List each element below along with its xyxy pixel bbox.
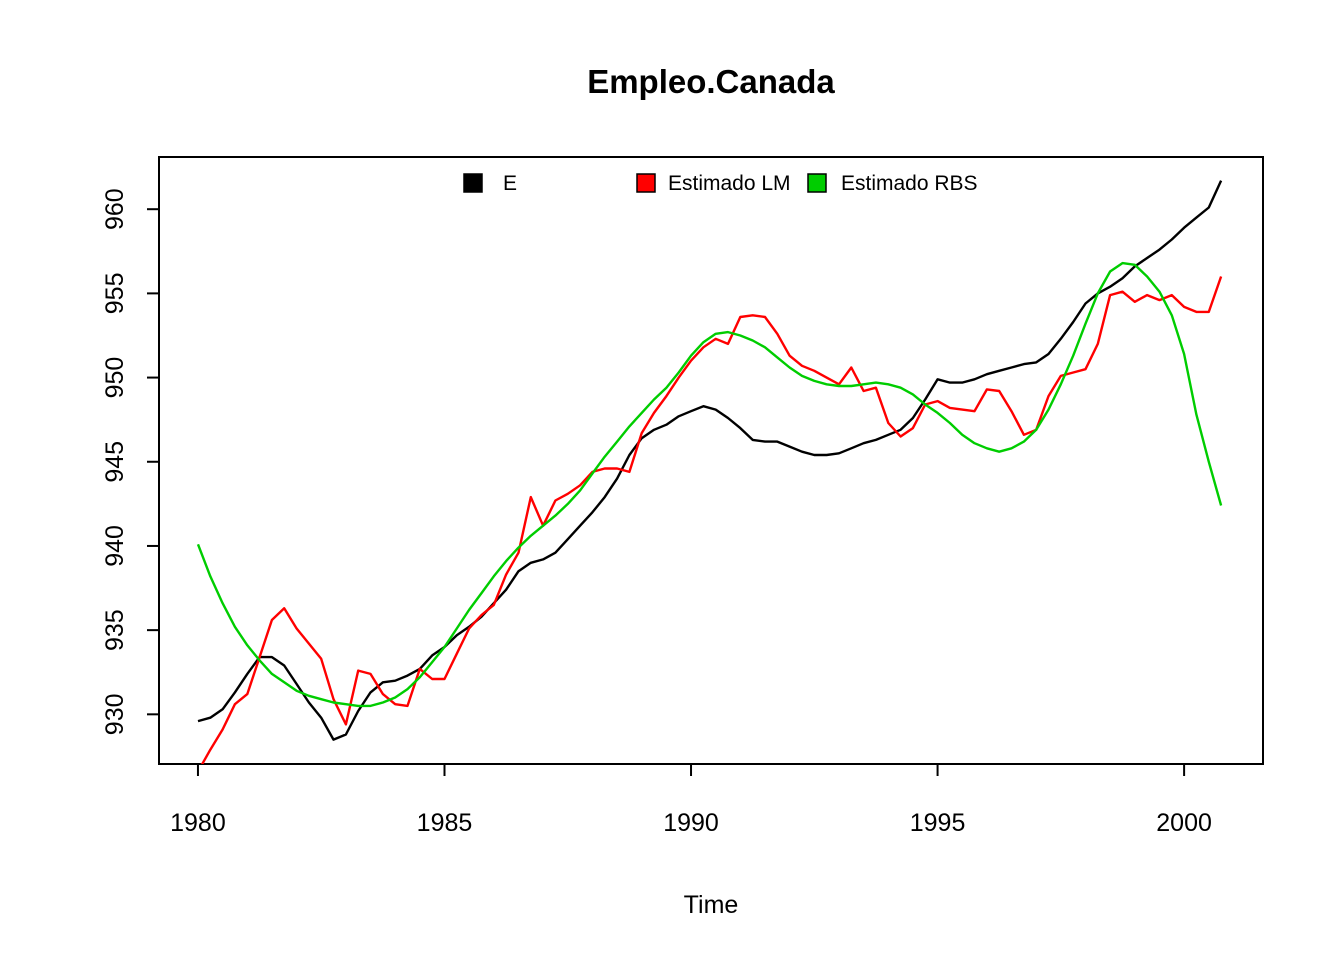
x-tick-label-1990: 1990 (663, 809, 719, 837)
legend-item-estimado-lm: Estimado LM (636, 172, 791, 195)
x-tick-label-1980: 1980 (170, 809, 226, 837)
series-lines (196, 180, 1223, 764)
series-line-e (197, 180, 1223, 741)
x-tick-label-1995: 1995 (910, 809, 966, 837)
y-tick-label-945: 945 (101, 441, 129, 483)
series-line-estimado-rbs (196, 261, 1223, 708)
legend-label-1: Estimado LM (668, 172, 791, 195)
y-tick-label-960: 960 (101, 188, 129, 230)
legend-item-estimado-rbs: Estimado RBS (807, 172, 978, 195)
x-tick-label-1985: 1985 (417, 809, 473, 837)
x-tick-label-2000: 2000 (1156, 809, 1212, 837)
y-tick-label-940: 940 (101, 525, 129, 567)
y-tick-label-950: 950 (101, 357, 129, 399)
plot-box (158, 156, 1264, 765)
legend: E Estimado LM Estimado RBS (463, 172, 978, 195)
legend-swatch-0 (463, 173, 483, 193)
series-line-estimado-lm (200, 276, 1223, 764)
y-axis: 930 935 940 945 950 955 960 (101, 188, 159, 735)
legend-label-0: E (503, 172, 517, 195)
legend-item-e: E (463, 172, 517, 195)
legend-label-2: Estimado RBS (841, 172, 978, 195)
x-axis-title: Time (684, 891, 739, 919)
chart-title: Empleo.Canada (587, 63, 835, 100)
y-tick-label-930: 930 (101, 693, 129, 735)
x-axis: 1980 1985 1990 1995 2000 (170, 764, 1212, 837)
legend-swatch-1 (636, 173, 656, 193)
y-tick-label-935: 935 (101, 609, 129, 651)
legend-swatch-2 (807, 173, 827, 193)
y-tick-label-955: 955 (101, 273, 129, 315)
